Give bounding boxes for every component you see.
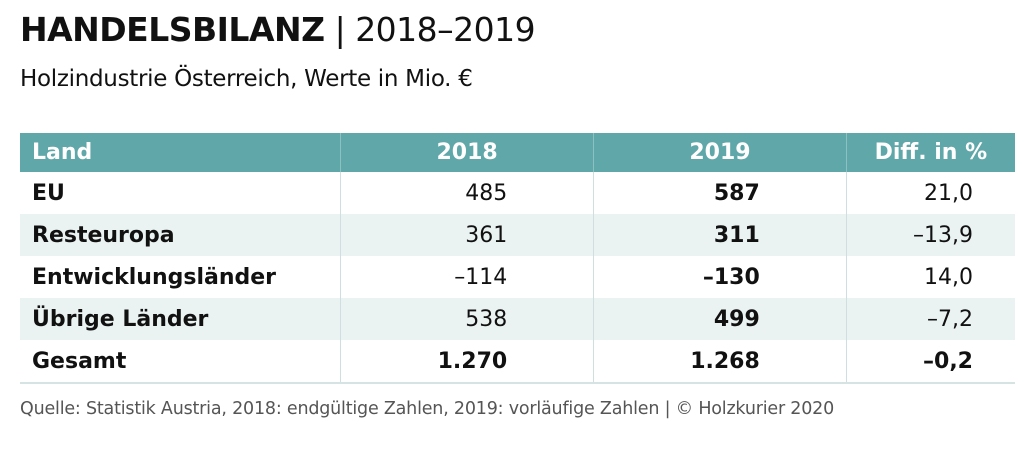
title-separator: |	[334, 10, 346, 49]
header-2018: 2018	[340, 133, 594, 172]
cell-2018: 538	[340, 298, 594, 340]
header-land: Land	[20, 133, 341, 172]
cell-2019: 311	[593, 214, 847, 256]
table-row-total: Gesamt 1.270 1.268 –0,2	[20, 340, 1015, 384]
page-title: HANDELSBILANZ | 2018–2019	[20, 10, 536, 49]
cell-diff: 14,0	[845, 256, 1015, 298]
table-row: EU 485 587 21,0	[20, 172, 1015, 214]
cell-2019: –130	[593, 256, 847, 298]
cell-diff: –0,2	[845, 340, 1015, 384]
cell-2018: 361	[340, 214, 594, 256]
title-main: HANDELSBILANZ	[20, 10, 325, 49]
cell-diff: –13,9	[845, 214, 1015, 256]
cell-2019: 499	[593, 298, 847, 340]
subtitle: Holzindustrie Österreich, Werte in Mio. …	[20, 66, 473, 92]
header-2019: 2019	[593, 133, 847, 172]
cell-diff: –7,2	[845, 298, 1015, 340]
title-years: 2018–2019	[355, 10, 536, 49]
cell-2019: 1.268	[593, 340, 847, 384]
cell-2018: 1.270	[340, 340, 594, 384]
cell-diff: 21,0	[845, 172, 1015, 214]
cell-land: EU	[32, 180, 65, 206]
cell-land: Gesamt	[20, 340, 341, 384]
header-diff: Diff. in %	[845, 133, 1015, 172]
table-header-row: Land 2018 2019 Diff. in %	[20, 133, 1015, 172]
source-note: Quelle: Statistik Austria, 2018: endgült…	[20, 399, 835, 419]
cell-land: Entwicklungsländer	[32, 264, 277, 290]
cell-land: Resteuropa	[20, 214, 341, 256]
table-row: Resteuropa 361 311 –13,9	[20, 214, 1015, 256]
table-row: Übrige Länder 538 499 –7,2	[20, 298, 1015, 340]
table-row: Entwicklungsländer –114 –130 14,0	[20, 256, 1015, 298]
trade-balance-table: Land 2018 2019 Diff. in % EU 485 587 21,…	[20, 133, 1015, 384]
cell-2018: –114	[340, 256, 594, 298]
cell-land: Übrige Länder	[20, 298, 341, 340]
cell-2018: 485	[340, 172, 594, 214]
cell-2019: 587	[593, 172, 847, 214]
